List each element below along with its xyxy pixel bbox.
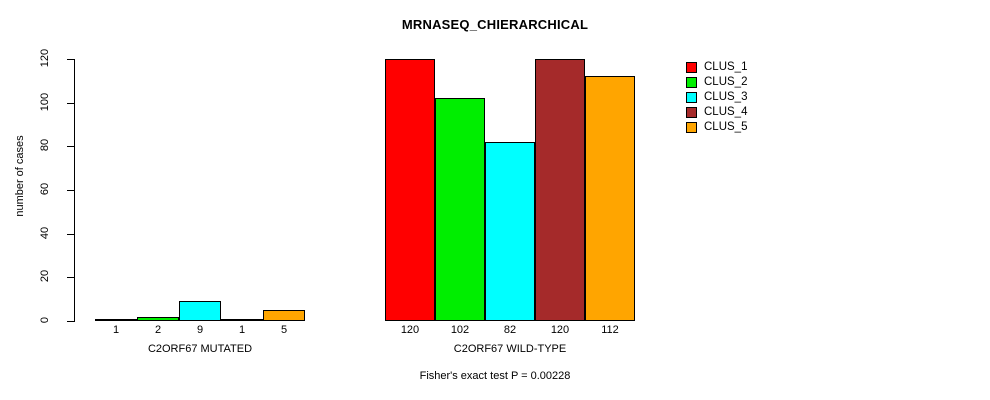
- bar-value-label: 102: [450, 324, 470, 336]
- y-axis-tick-label: 40: [39, 226, 51, 239]
- y-axis-line: [74, 59, 75, 322]
- group-label: C2ORF67 WILD-TYPE: [453, 343, 567, 355]
- group-label: C2ORF67 MUTATED: [147, 343, 253, 355]
- bar-value-label: 2: [154, 324, 162, 336]
- y-axis-tick: [67, 190, 74, 191]
- bar: [385, 59, 435, 321]
- legend-swatch-icon: [686, 92, 697, 103]
- y-axis-tick: [67, 59, 74, 60]
- legend-item: CLUS_3: [686, 90, 747, 105]
- y-axis-tick: [67, 321, 74, 322]
- y-axis-tick-label: 120: [39, 48, 51, 68]
- bar: [585, 76, 635, 321]
- bar-value-label: 82: [503, 324, 517, 336]
- bar-value-label: 5: [280, 324, 288, 336]
- legend-swatch-icon: [686, 77, 697, 88]
- y-axis-tick: [67, 102, 74, 104]
- y-axis-tick: [67, 233, 74, 235]
- bar-value-label: 120: [400, 324, 420, 336]
- bar: [263, 310, 305, 321]
- y-axis-tick-label: 60: [39, 182, 51, 196]
- bar-value-label: 120: [550, 324, 570, 336]
- bar: [535, 59, 585, 321]
- bar: [485, 141, 535, 321]
- legend-item-label: CLUS_2: [704, 75, 748, 88]
- bar: [435, 98, 485, 321]
- legend-item-label: CLUS_3: [704, 90, 748, 103]
- bar-value-label: 112: [601, 324, 619, 336]
- bar: [95, 318, 137, 321]
- bar: [179, 301, 221, 321]
- y-axis-title: number of cases: [14, 135, 26, 217]
- bar-value-label: 1: [238, 324, 246, 336]
- legend-swatch-icon: [686, 122, 697, 133]
- legend-item: CLUS_5: [686, 120, 747, 135]
- bar: [137, 316, 179, 321]
- legend-swatch-icon: [686, 107, 697, 118]
- chart-legend: CLUS_1 CLUS_2 CLUS_3 CLUS_4 CLUS_5: [686, 60, 747, 135]
- y-axis-tick-label: 100: [39, 92, 51, 111]
- bar-value-label: 1: [112, 324, 120, 336]
- legend-item: CLUS_2: [686, 75, 747, 90]
- y-axis-tick-label: 20: [39, 270, 51, 283]
- statistical-test-note: Fisher's exact test P = 0.00228: [419, 370, 571, 382]
- legend-item: CLUS_1: [686, 60, 747, 75]
- legend-item-label: CLUS_4: [704, 105, 748, 118]
- legend-item: CLUS_4: [686, 105, 747, 120]
- y-axis-tick-label: 0: [39, 316, 51, 324]
- chart-title: MRNASEQ_CHIERARCHICAL: [401, 17, 589, 32]
- y-axis-tick: [67, 146, 74, 148]
- legend-swatch-icon: [686, 62, 697, 73]
- legend-item-label: CLUS_5: [704, 120, 748, 133]
- legend-item-label: CLUS_1: [704, 60, 748, 73]
- y-axis-tick-label: 80: [39, 139, 51, 152]
- bar: [221, 318, 263, 321]
- y-axis-tick: [67, 277, 74, 279]
- bar-value-label: 9: [196, 324, 204, 336]
